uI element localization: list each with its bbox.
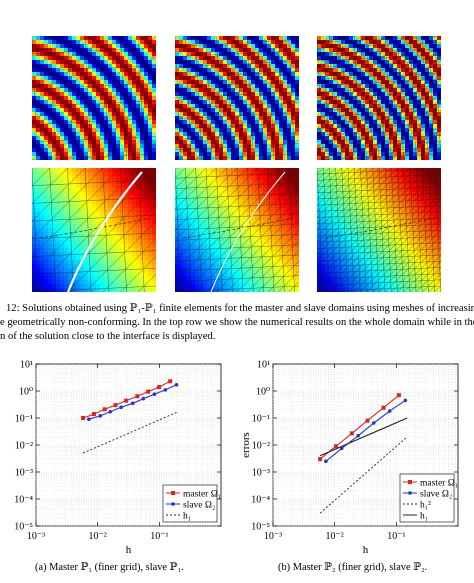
legend-label: master Ω₁	[420, 479, 458, 489]
data-point	[403, 398, 408, 403]
legend-label: h₁	[420, 512, 428, 522]
y-tick-label: 10⁻³	[15, 468, 33, 479]
x-tick-label: 10⁻³	[264, 531, 282, 542]
y-tick-label: 10⁻⁴	[14, 495, 33, 506]
caption-line-2: e geometrically non-conforming. In the t…	[0, 317, 474, 328]
y-tick-label: 10¹	[257, 360, 270, 371]
series-line-1	[325, 399, 406, 462]
subcaption-b: (b) Master ℙ₂ (finer grid), slave ℙ₂.	[278, 562, 428, 573]
caption-line-3: n of the solution close to the interface…	[0, 331, 216, 342]
series-line-2	[319, 436, 408, 514]
y-tick-label: 10⁻²	[252, 441, 270, 452]
y-tick-label: 10⁻⁵	[251, 522, 270, 533]
y-tick-label: 10⁻⁵	[14, 522, 33, 533]
x-axis-label: h	[126, 544, 132, 556]
x-tick-label: 10⁻²	[326, 531, 344, 542]
panel-fill	[32, 36, 156, 160]
y-tick-label: 10⁰	[256, 387, 270, 398]
series-line-3	[319, 417, 408, 457]
y-tick-label: 10⁻⁴	[251, 495, 270, 506]
solution-panel-coarse	[32, 36, 156, 160]
data-point	[113, 403, 118, 408]
panel-fill	[175, 168, 299, 292]
data-point	[365, 418, 370, 423]
legend-label: h₁	[183, 512, 191, 522]
y-tick-label: 10⁻¹	[252, 414, 270, 425]
solution-panel-fine	[317, 36, 441, 160]
subcaption-a: (a) Master ℙ₁ (finer grid), slave ℙ₁.	[35, 562, 184, 573]
panel-fill	[175, 36, 299, 160]
series-line-2	[82, 411, 179, 454]
data-point	[157, 385, 162, 390]
data-point	[174, 382, 179, 387]
data-point	[356, 433, 360, 438]
data-point	[339, 446, 344, 451]
data-point	[119, 405, 123, 410]
data-point	[387, 409, 392, 413]
y-axis-label: errors	[240, 432, 252, 458]
panel-fill	[32, 168, 156, 292]
data-point	[168, 379, 173, 384]
x-tick-label: 10⁻²	[89, 531, 107, 542]
data-point	[333, 444, 338, 449]
data-point	[371, 421, 376, 425]
y-tick-label: 10⁻²	[15, 441, 33, 452]
x-tick-label: 10⁻¹	[150, 531, 168, 542]
y-tick-label: 10¹	[20, 360, 33, 371]
x-axis-label: h	[363, 544, 369, 556]
legend-label: slave Ω₂	[420, 490, 452, 500]
zoom-panel-coarse	[32, 168, 156, 292]
x-tick-label: 10⁻³	[27, 531, 45, 542]
legend-label: slave Ω₂	[183, 501, 215, 511]
zoom-panel-fine	[317, 168, 441, 292]
data-point	[163, 388, 168, 392]
legend-label: h₁²	[420, 501, 431, 511]
data-point	[396, 393, 401, 398]
data-point	[98, 414, 103, 418]
data-point	[324, 459, 328, 464]
data-point	[108, 409, 113, 414]
data-point	[135, 394, 140, 399]
y-tick-label: 10⁻¹	[15, 414, 33, 425]
panel-fill	[317, 168, 441, 292]
data-point	[102, 407, 107, 412]
data-point	[81, 416, 86, 420]
panel-fill	[317, 36, 441, 160]
caption-line-1: 12: Solutions obtained using ℙ₁-ℙ₁ finit…	[6, 303, 474, 314]
x-tick-label: 10⁻¹	[387, 531, 405, 542]
data-point	[146, 389, 151, 394]
data-point	[130, 401, 135, 406]
series-line-0	[319, 394, 400, 460]
data-point	[141, 396, 146, 401]
data-point	[91, 412, 96, 417]
y-tick-label: 10⁻³	[252, 468, 270, 479]
data-point	[87, 417, 91, 422]
data-point	[318, 457, 323, 462]
data-point	[349, 431, 354, 436]
figure-caption: 12: Solutions obtained using ℙ₁-ℙ₁ finit…	[0, 298, 474, 354]
y-tick-label: 10⁰	[19, 387, 33, 398]
solution-panel-medium	[175, 36, 299, 160]
data-point	[152, 392, 157, 397]
legend-label: master Ω₁	[183, 490, 221, 500]
data-point	[381, 405, 386, 410]
data-point	[124, 398, 129, 403]
zoom-panel-medium	[175, 168, 299, 292]
